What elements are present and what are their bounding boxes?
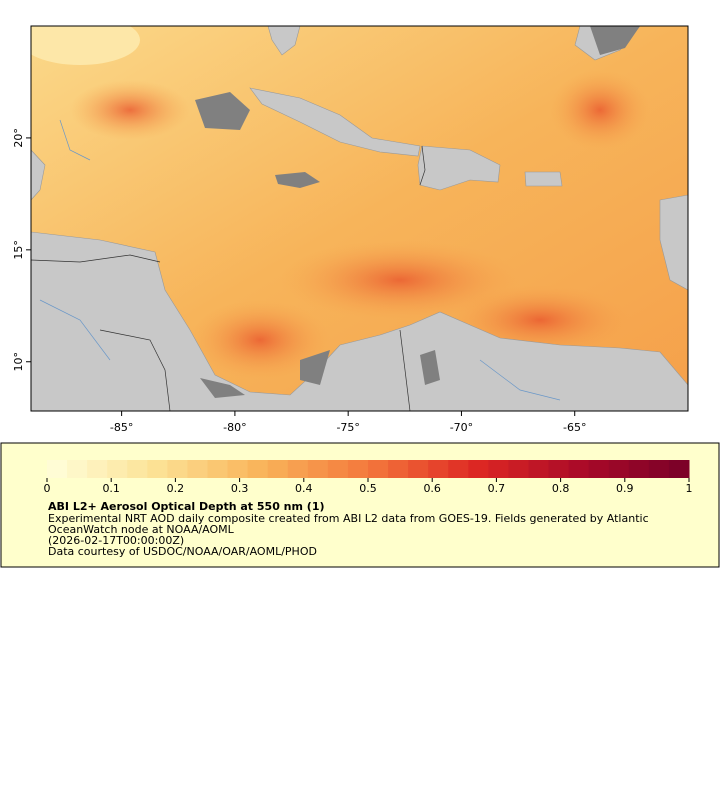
colorbar-step — [608, 460, 630, 478]
borders — [31, 145, 426, 411]
aod-hotspot — [280, 240, 520, 320]
aod-hotspot — [70, 80, 190, 140]
colorbar-tick-label: 1 — [686, 482, 693, 495]
colorbar-step — [508, 460, 529, 478]
map-frame — [30, 25, 689, 412]
colorbar-step — [227, 460, 249, 478]
colorbar-step — [648, 460, 670, 478]
colorbar-step — [207, 460, 229, 478]
legend-title: ABI L2+ Aerosol Optical Depth at 550 nm … — [48, 500, 325, 513]
rivers — [39, 119, 561, 401]
colorbar-step — [247, 460, 269, 478]
legend-line: (2026-02-17T00:00:00Z) — [48, 534, 184, 547]
colorbar-step — [408, 460, 429, 478]
colorbar-tick-label: 0.1 — [102, 482, 120, 495]
colorbar-tick-label: 0.8 — [552, 482, 570, 495]
x-tick-label: -80° — [223, 421, 246, 434]
aod-hotspot — [550, 70, 650, 150]
colorbar-step — [287, 460, 309, 478]
colorbar-tick-label: 0 — [44, 482, 51, 495]
no-data — [195, 26, 640, 398]
colorbar-tick-label: 0.2 — [167, 482, 185, 495]
colorbar-step — [267, 460, 289, 478]
legend-line: Data courtesy of USDOC/NOAA/OAR/AOML/PHO… — [48, 545, 317, 558]
colorbar-step — [368, 460, 389, 478]
colorbar-tick-label: 0.5 — [359, 482, 377, 495]
aod-low — [31, 26, 140, 65]
x-tick-label: -75° — [336, 421, 359, 434]
colorbar-step — [388, 460, 409, 478]
colorbar-tick-label: 0.3 — [231, 482, 249, 495]
colorbar-tick-label: 0.7 — [488, 482, 506, 495]
y-tick-label: 15° — [12, 240, 25, 260]
colorbar-step — [107, 460, 128, 478]
colorbar-step — [187, 460, 208, 478]
colorbar-tick-label: 0.6 — [423, 482, 441, 495]
x-tick-label: -70° — [450, 421, 473, 434]
colorbar-step — [488, 460, 509, 478]
colorbar-step — [167, 460, 188, 478]
legend-line: OceanWatch node at NOAA/AOML — [48, 523, 235, 536]
colorbar-tick-label: 0.9 — [616, 482, 634, 495]
x-tick-label: -85° — [110, 421, 133, 434]
colorbar-step — [147, 460, 168, 478]
colorbar-step — [668, 460, 690, 478]
colorbar-step — [327, 460, 349, 478]
colorbar-step — [528, 460, 550, 478]
colorbar-step — [568, 460, 590, 478]
x-tick-label: -65° — [563, 421, 586, 434]
colorbar-step — [428, 460, 449, 478]
colorbar-step — [67, 460, 88, 478]
colorbar-tick-label: 0.4 — [295, 482, 313, 495]
colorbar-step — [548, 460, 570, 478]
colorbar-step — [588, 460, 610, 478]
colorbar-step — [87, 460, 108, 478]
colorbar-step — [127, 460, 148, 478]
colorbar-step — [47, 460, 68, 478]
colorbar-step — [448, 460, 469, 478]
y-tick-label: 10° — [12, 352, 25, 372]
y-tick-label: 20° — [12, 128, 25, 148]
colorbar-step — [468, 460, 489, 478]
map-area — [31, 26, 688, 411]
aod-hotspot — [190, 300, 330, 380]
colorbar-step — [347, 460, 369, 478]
land — [31, 26, 688, 411]
legend-line: Experimental NRT AOD daily composite cre… — [48, 512, 649, 525]
colorbar-step — [628, 460, 650, 478]
colorbar-step — [307, 460, 329, 478]
